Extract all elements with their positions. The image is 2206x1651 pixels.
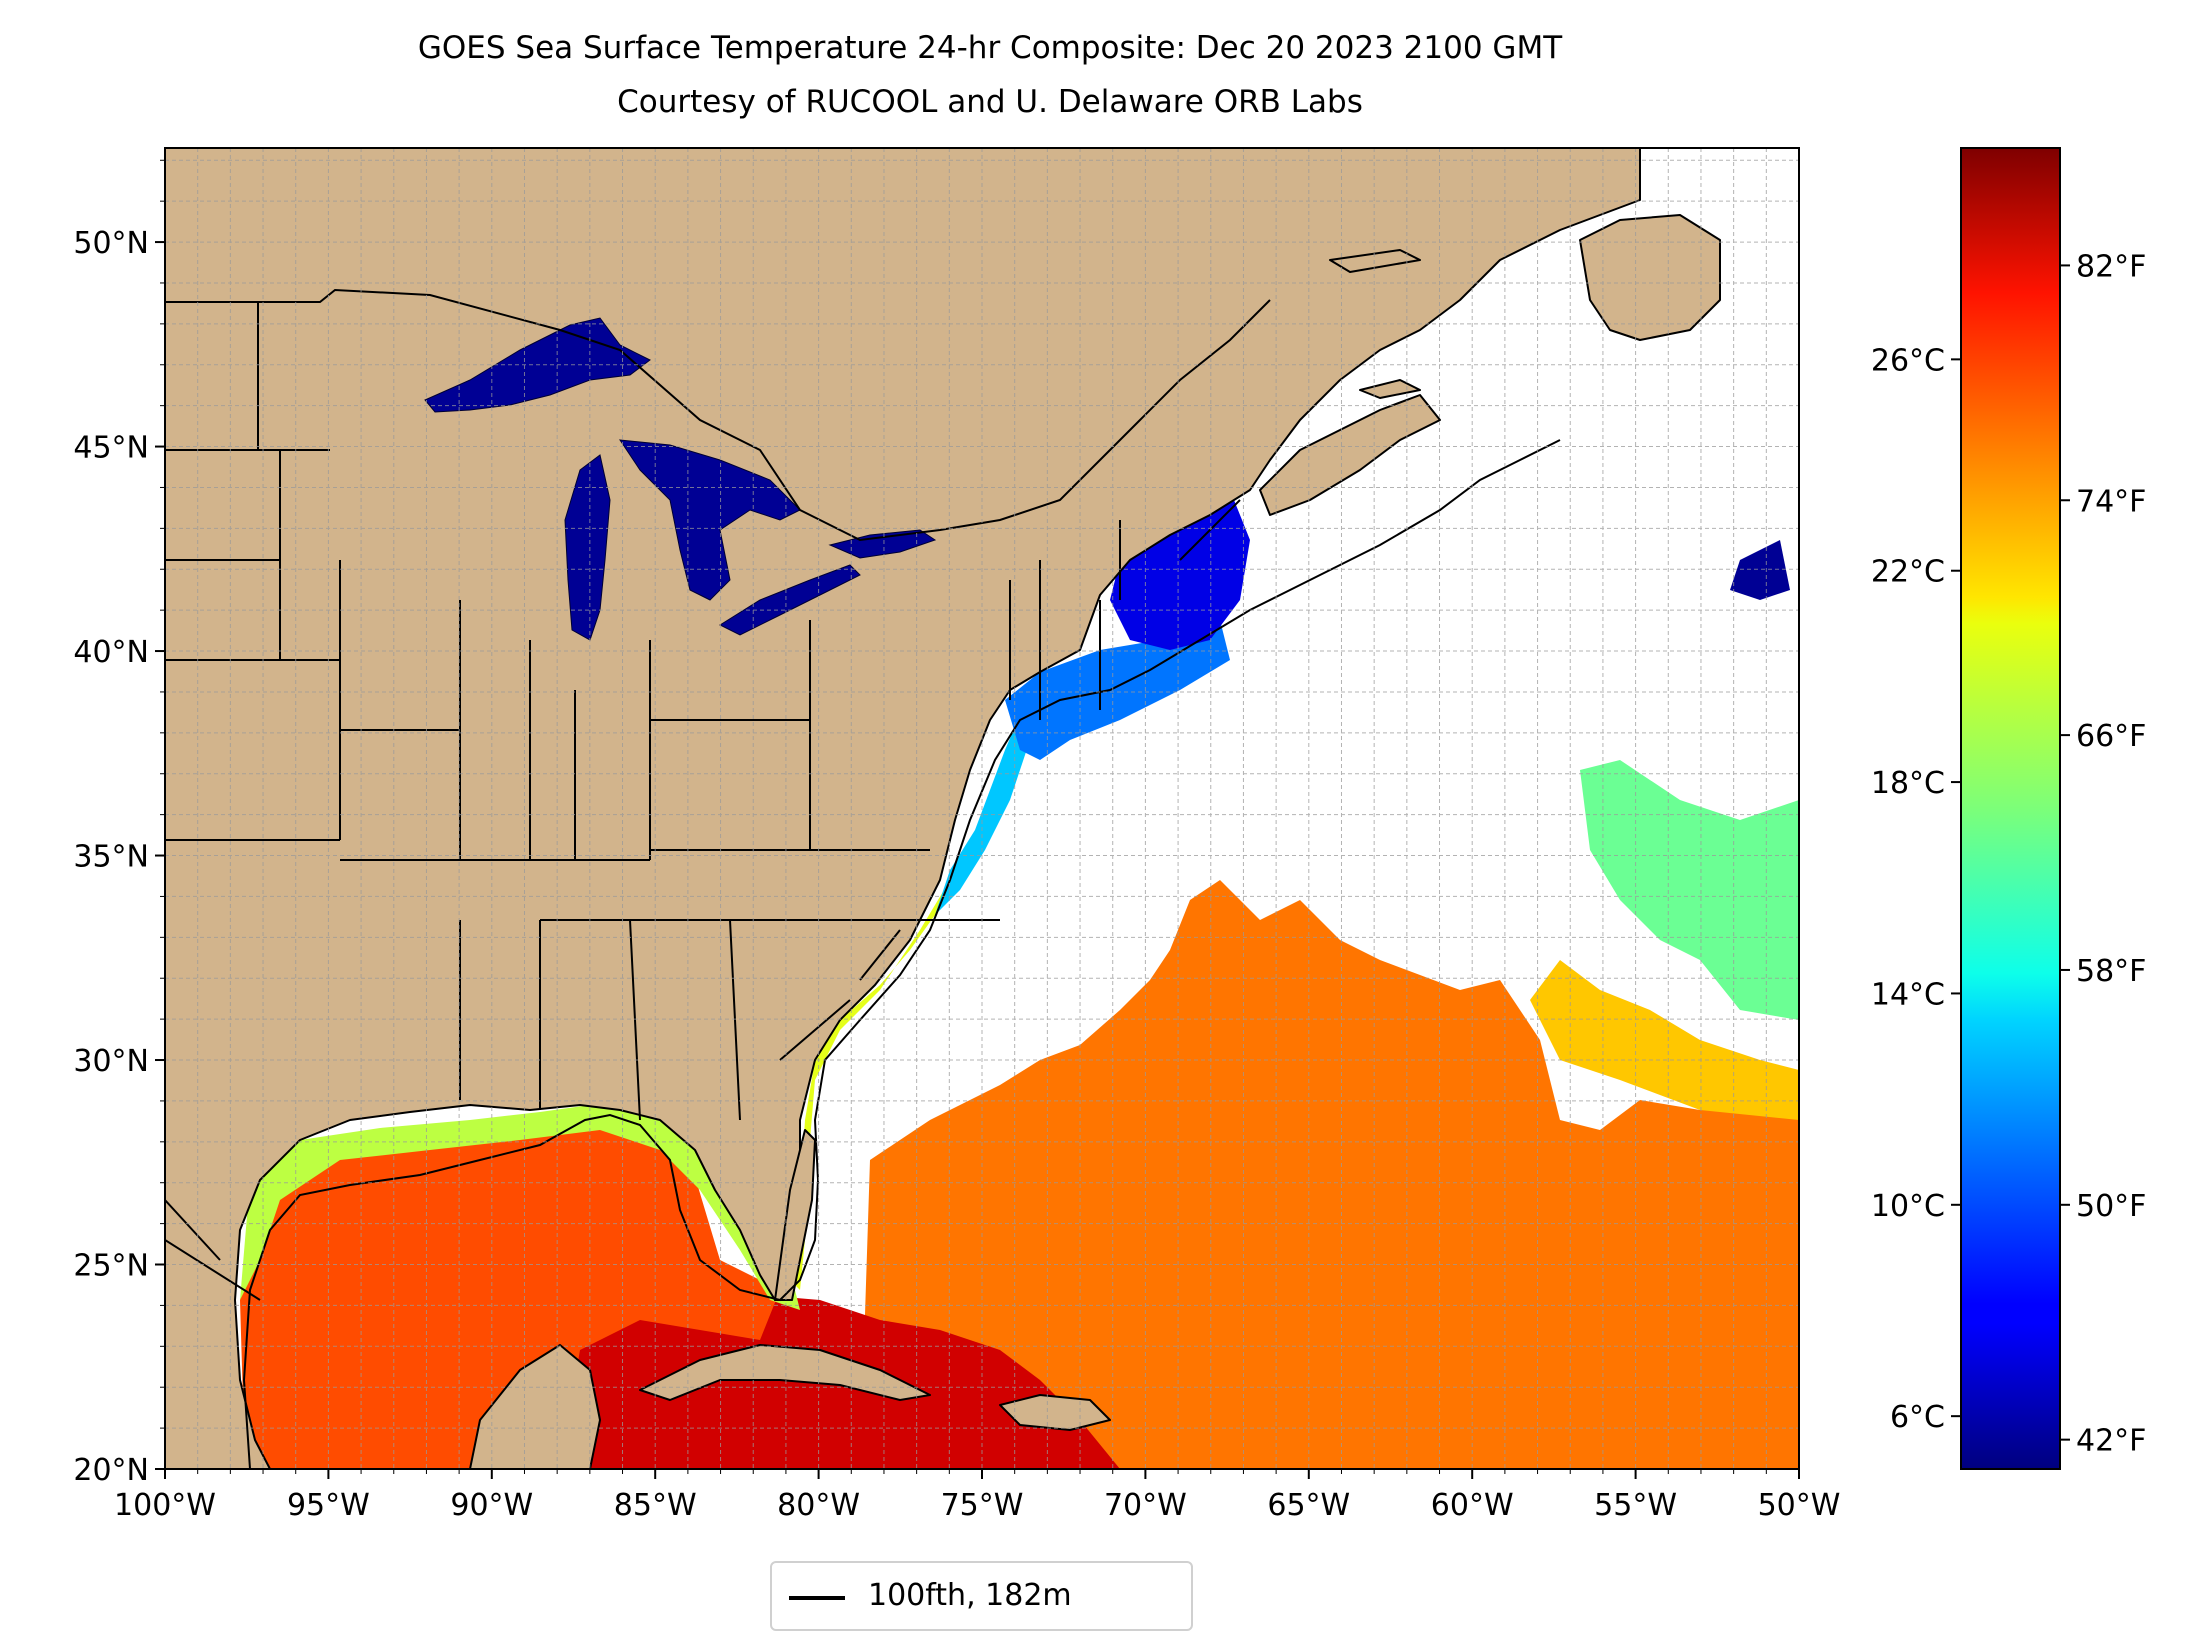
lat-tick-label: 40°N [73,635,149,670]
lon-tick-label: 85°W [614,1488,697,1523]
fahrenheit-tick-label: 82°F [2076,249,2146,284]
lat-tick-label: 25°N [73,1249,149,1284]
land-cuba [639,1344,931,1401]
state-borders [165,302,1241,1301]
sst-mid-atlantic-shelf [935,690,1080,915]
fahrenheit-tick-label: 74°F [2076,484,2146,519]
colorbar-fahrenheit-axis: 42°F 50°F 58°F 66°F 74°F 82°F [2060,249,2146,1459]
lon-tick-label: 80°W [777,1488,860,1523]
lon-tick-label: 60°W [1431,1488,1514,1523]
lake-huron [618,439,801,601]
land-yucatan [469,1344,601,1469]
colorbar: 6°C 10°C 14°C 18°C 22°C 26°C 42°F 50°F 58°F 66°F… [1871,147,2146,1470]
lake-michigan [564,454,611,641]
colorbar-scale [1960,147,2061,1470]
land-newfoundland [1579,214,1721,341]
land-anticosti [1329,249,1421,273]
lat-tick-label: 50°N [73,226,149,261]
sst-northeast-patch [1580,760,1799,1020]
fahrenheit-tick-label: 50°F [2076,1189,2146,1224]
celsius-tick-label: 6°C [1890,1400,1945,1435]
map-title: GOES Sea Surface Temperature 24-hr Compo… [417,30,1563,66]
legend: 100fth, 182m [770,1561,1193,1631]
celsius-tick-label: 18°C [1871,766,1945,801]
land-florida [774,1129,816,1301]
lon-tick-label: 100°W [114,1488,216,1523]
lat-tick-label: 20°N [73,1453,149,1488]
legend-isobath-line [789,1596,845,1600]
longitude-axis: 100°W 95°W 90°W 85°W 80°W 75°W 70°W 65°W 60°W 55°… [114,1469,1840,1523]
sst-subtropical-east [1530,960,1799,1120]
lon-tick-label: 75°W [941,1488,1024,1523]
land-pei [1359,379,1421,399]
sst-gulf-interior [240,1120,780,1469]
lon-tick-label: 65°W [1267,1488,1350,1523]
lat-tick-label: 35°N [73,840,149,875]
fahrenheit-tick-label: 66°F [2076,719,2146,754]
celsius-tick-label: 10°C [1871,1189,1945,1224]
colorbar-celsius-axis: 6°C 10°C 14°C 18°C 22°C 26°C [1871,343,1961,1435]
lat-tick-label: 45°N [73,431,149,466]
land-hispaniola [999,1394,1111,1431]
us-canada-border [165,288,1271,542]
gridlines [165,148,1799,1469]
land-north-america [165,148,1641,1469]
map-subtitle: Courtesy of RUCOOL and U. Delaware ORB L… [617,84,1363,120]
lon-tick-label: 90°W [450,1488,533,1523]
latitude-axis: 20°N 25°N 30°N 35°N 40°N 45°N 50°N [73,159,165,1488]
fahrenheit-tick-label: 58°F [2076,954,2146,989]
celsius-tick-label: 14°C [1871,977,1945,1012]
land-nova-scotia [1259,394,1441,516]
celsius-tick-label: 26°C [1871,343,1945,378]
lon-tick-label: 95°W [287,1488,370,1523]
isobath-100fth [242,439,1561,1469]
lake-ontario [828,529,937,559]
lon-tick-label: 55°W [1594,1488,1677,1523]
sst-northeast-cold [1730,540,1790,600]
lon-tick-label: 70°W [1104,1488,1187,1523]
political-borders [165,288,1271,1301]
land [165,148,1721,1469]
sst-sargasso [860,880,1799,1469]
lat-tick-label: 30°N [73,1044,149,1079]
lake-erie [718,564,861,636]
fahrenheit-tick-label: 42°F [2076,1424,2146,1459]
celsius-tick-label: 22°C [1871,555,1945,590]
lon-tick-label: 50°W [1758,1488,1841,1523]
legend-isobath-label: 100fth, 182m [868,1578,1072,1613]
